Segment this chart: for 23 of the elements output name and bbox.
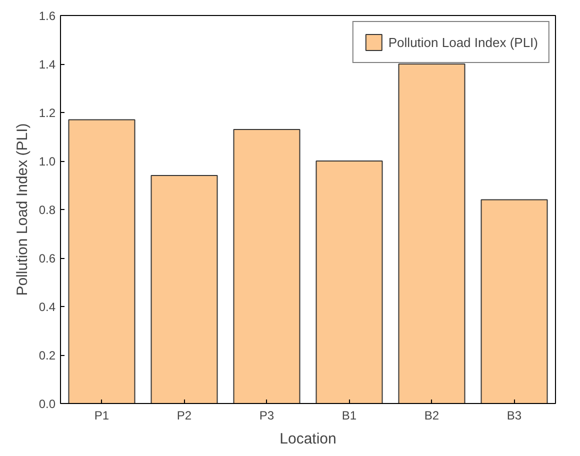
y-tick-label: 1.0 [38,154,56,168]
y-tick-label: 1.4 [38,58,56,72]
bar [68,119,136,404]
legend-label: Pollution Load Index (PLI) [388,34,538,50]
y-tick-label: 0.0 [38,397,56,411]
y-tick-label: 1.6 [38,9,56,23]
y-axis-title: Pollution Load Index (PLI) [14,123,31,296]
x-tick-label: B2 [424,408,440,422]
y-tick-label: 0.4 [38,300,56,314]
bar [480,199,548,404]
bar [316,160,383,404]
x-tick-label: P2 [176,408,192,422]
y-tick-label: 0.2 [38,348,56,362]
x-tick-label: B3 [506,408,522,422]
bar [233,128,300,404]
y-tick-label: 0.8 [38,203,56,217]
x-tick-label: B1 [342,408,357,422]
bar [150,175,218,404]
y-tick-label: 0.6 [38,252,56,266]
y-tick-label: 1.2 [38,106,56,120]
x-tick-label: P3 [259,408,274,422]
x-tick-label: P1 [94,408,110,422]
x-axis-title: Location [280,430,336,448]
